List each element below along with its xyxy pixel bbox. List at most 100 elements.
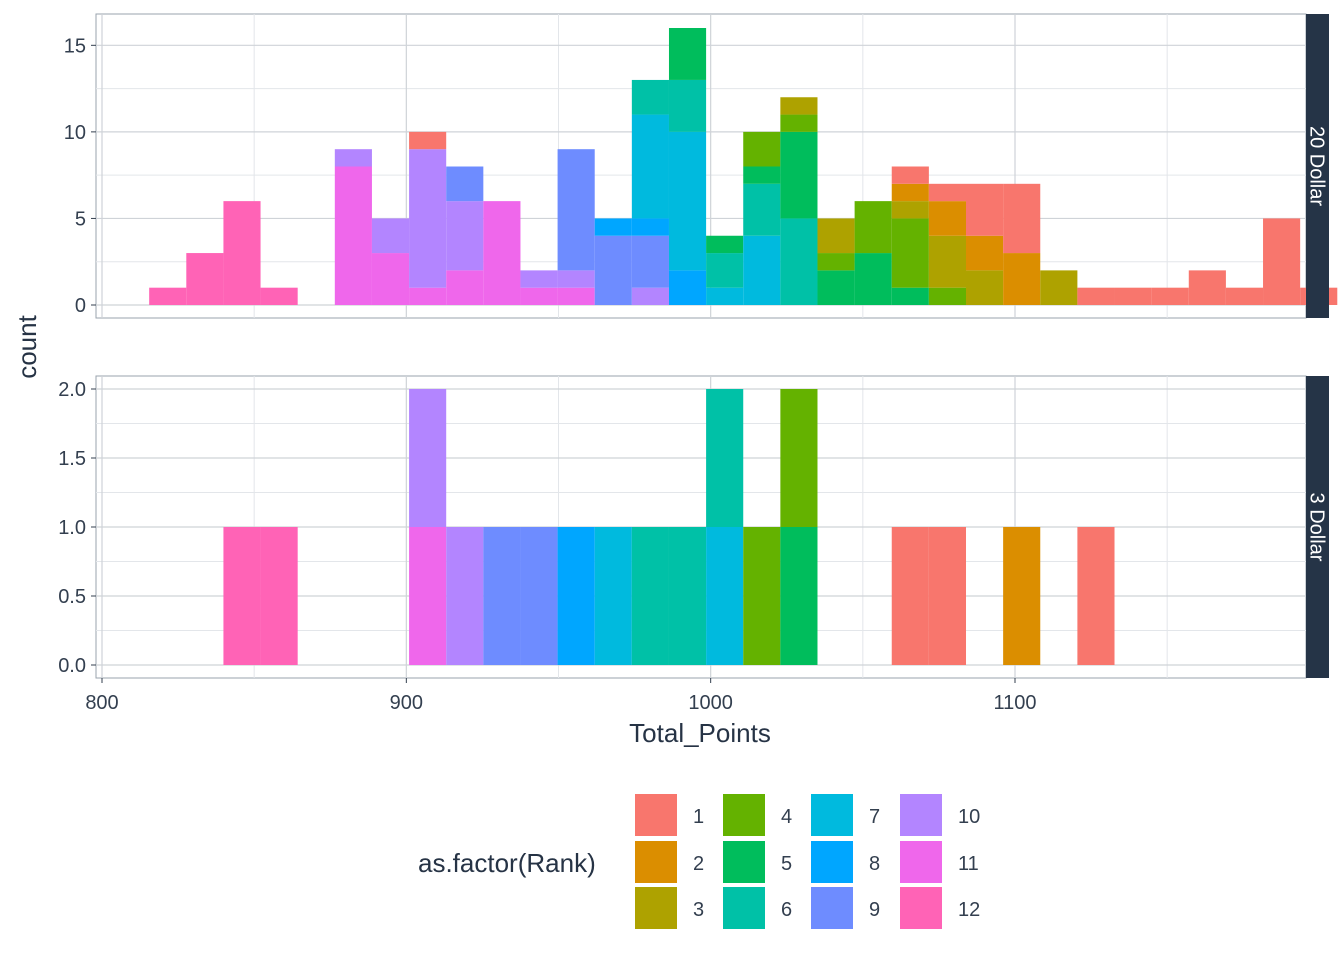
bar-segment-rank-12 bbox=[260, 527, 298, 665]
legend-key-7 bbox=[811, 794, 853, 836]
facet-panel-0: 0 5 10 15 20 Dollar bbox=[64, 13, 1338, 319]
bar-segment-rank-2 bbox=[1003, 253, 1041, 305]
bar-segment-rank-10 bbox=[409, 149, 447, 288]
bar-segment-rank-2 bbox=[891, 183, 929, 202]
y-tick-label: 0.5 bbox=[58, 586, 86, 608]
bar-segment-rank-6 bbox=[706, 389, 744, 527]
bar-segment-rank-11 bbox=[371, 253, 410, 305]
bar-segment-rank-10 bbox=[409, 389, 447, 527]
bar-segment-rank-7 bbox=[594, 527, 632, 665]
bar-segment-rank-1 bbox=[1225, 287, 1264, 305]
legend-label-3: 3 bbox=[693, 899, 704, 921]
bar-segment-rank-3 bbox=[817, 218, 855, 254]
bar-segment-rank-12 bbox=[149, 287, 187, 305]
bar-segment-rank-8 bbox=[668, 270, 707, 305]
bar-segment-rank-5 bbox=[780, 527, 818, 665]
bar-segment-rank-9 bbox=[631, 235, 669, 288]
bar-segment-rank-5 bbox=[743, 166, 781, 184]
facet-strip bbox=[1306, 14, 1329, 318]
y-axis-title: count bbox=[12, 314, 42, 378]
bar-segment-rank-1 bbox=[928, 527, 967, 665]
legend-key-10 bbox=[900, 794, 942, 836]
legend-label-4: 4 bbox=[781, 806, 792, 828]
legend-label-11: 11 bbox=[958, 853, 979, 875]
bar-segment-rank-9 bbox=[520, 527, 558, 665]
bar-segment-rank-7 bbox=[706, 287, 744, 305]
y-tick-label: 15 bbox=[64, 35, 86, 57]
bar-segment-rank-6 bbox=[668, 527, 707, 665]
bar-segment-rank-1 bbox=[1077, 527, 1115, 665]
y-tick-label: 10 bbox=[64, 122, 86, 144]
legend-key-1 bbox=[635, 794, 677, 836]
legend-label-9: 9 bbox=[869, 899, 880, 921]
bar-segment-rank-3 bbox=[891, 201, 929, 219]
bar-segment-rank-5 bbox=[854, 253, 892, 305]
bar-segment-rank-1 bbox=[891, 527, 929, 665]
x-axis-title: Total_Points bbox=[629, 718, 771, 748]
bar-segment-rank-7 bbox=[668, 131, 707, 271]
bar-segment-rank-11 bbox=[409, 287, 447, 305]
bar-segment-rank-3 bbox=[780, 97, 818, 115]
bar-segment-rank-6 bbox=[706, 253, 744, 288]
bar-segment-rank-6 bbox=[743, 183, 781, 236]
bar-segment-rank-1 bbox=[966, 183, 1004, 236]
facet-strip-label: 3 Dollar bbox=[1306, 493, 1328, 562]
y-tick-label: 1.0 bbox=[58, 517, 86, 539]
legend-key-2 bbox=[635, 841, 677, 883]
bar-segment-rank-10 bbox=[631, 287, 669, 305]
y-tick-label: 0.0 bbox=[58, 655, 86, 677]
legend-label-7: 7 bbox=[869, 806, 880, 828]
legend-key-5 bbox=[723, 841, 765, 883]
bar-segment-rank-1 bbox=[1188, 270, 1226, 305]
bar-segment-rank-1 bbox=[891, 166, 929, 184]
bar-segment-rank-10 bbox=[371, 218, 410, 254]
bar-segment-rank-4 bbox=[817, 253, 855, 271]
bar-segment-rank-8 bbox=[594, 218, 632, 236]
bar-segment-rank-2 bbox=[1003, 527, 1041, 665]
bar-segment-rank-5 bbox=[891, 287, 929, 305]
bar-segment-rank-6 bbox=[631, 79, 669, 115]
bar-segment-rank-4 bbox=[854, 201, 892, 254]
bar-segment-rank-7 bbox=[706, 527, 744, 665]
bar-segment-rank-9 bbox=[557, 149, 595, 271]
y-tick-label: 5 bbox=[75, 208, 86, 230]
legend-key-6 bbox=[723, 887, 765, 929]
bar-segment-rank-10 bbox=[520, 270, 558, 288]
bar-segment-rank-12 bbox=[223, 201, 261, 305]
bar-segment-rank-4 bbox=[743, 131, 781, 167]
bar-segment-rank-5 bbox=[706, 235, 744, 254]
legend-label-12: 12 bbox=[958, 899, 980, 921]
bar-segment-rank-1 bbox=[1263, 218, 1301, 305]
bar-segment-rank-11 bbox=[446, 270, 484, 305]
bar-segment-rank-3 bbox=[966, 270, 1004, 305]
y-tick-label: 2.0 bbox=[58, 379, 86, 401]
bar-segment-rank-10 bbox=[446, 201, 484, 271]
bar-segment-rank-4 bbox=[928, 287, 967, 305]
y-tick-label: 1.5 bbox=[58, 448, 86, 470]
bar-segment-rank-6 bbox=[780, 218, 818, 305]
bar-segment-rank-10 bbox=[557, 270, 595, 288]
bar-segment-rank-4 bbox=[780, 114, 818, 132]
bar-segment-rank-1 bbox=[1114, 287, 1152, 305]
bar-segment-rank-4 bbox=[780, 389, 818, 527]
bar-segment-rank-3 bbox=[928, 235, 967, 288]
bar-segment-rank-9 bbox=[483, 527, 521, 665]
legend-key-9 bbox=[811, 887, 853, 929]
bar-segment-rank-1 bbox=[1077, 287, 1115, 305]
y-tick-label: 0 bbox=[75, 295, 86, 317]
facet-strip bbox=[1306, 376, 1329, 678]
bar-segment-rank-9 bbox=[446, 166, 484, 202]
bar-segment-rank-3 bbox=[1040, 270, 1078, 305]
bar-segment-rank-4 bbox=[891, 218, 929, 288]
bar-segment-rank-5 bbox=[817, 270, 855, 305]
legend-key-4 bbox=[723, 794, 765, 836]
facet-panel-1: 0.0 0.5 1.0 1.5 2.0 3 Dollar bbox=[58, 375, 1329, 679]
bar-segment-rank-11 bbox=[483, 201, 521, 305]
x-tick-label: 1000 bbox=[688, 692, 733, 714]
legend-label-2: 2 bbox=[693, 853, 704, 875]
legend-label-8: 8 bbox=[869, 853, 880, 875]
bar-segment-rank-11 bbox=[557, 287, 595, 305]
bar-segment-rank-1 bbox=[409, 131, 447, 150]
